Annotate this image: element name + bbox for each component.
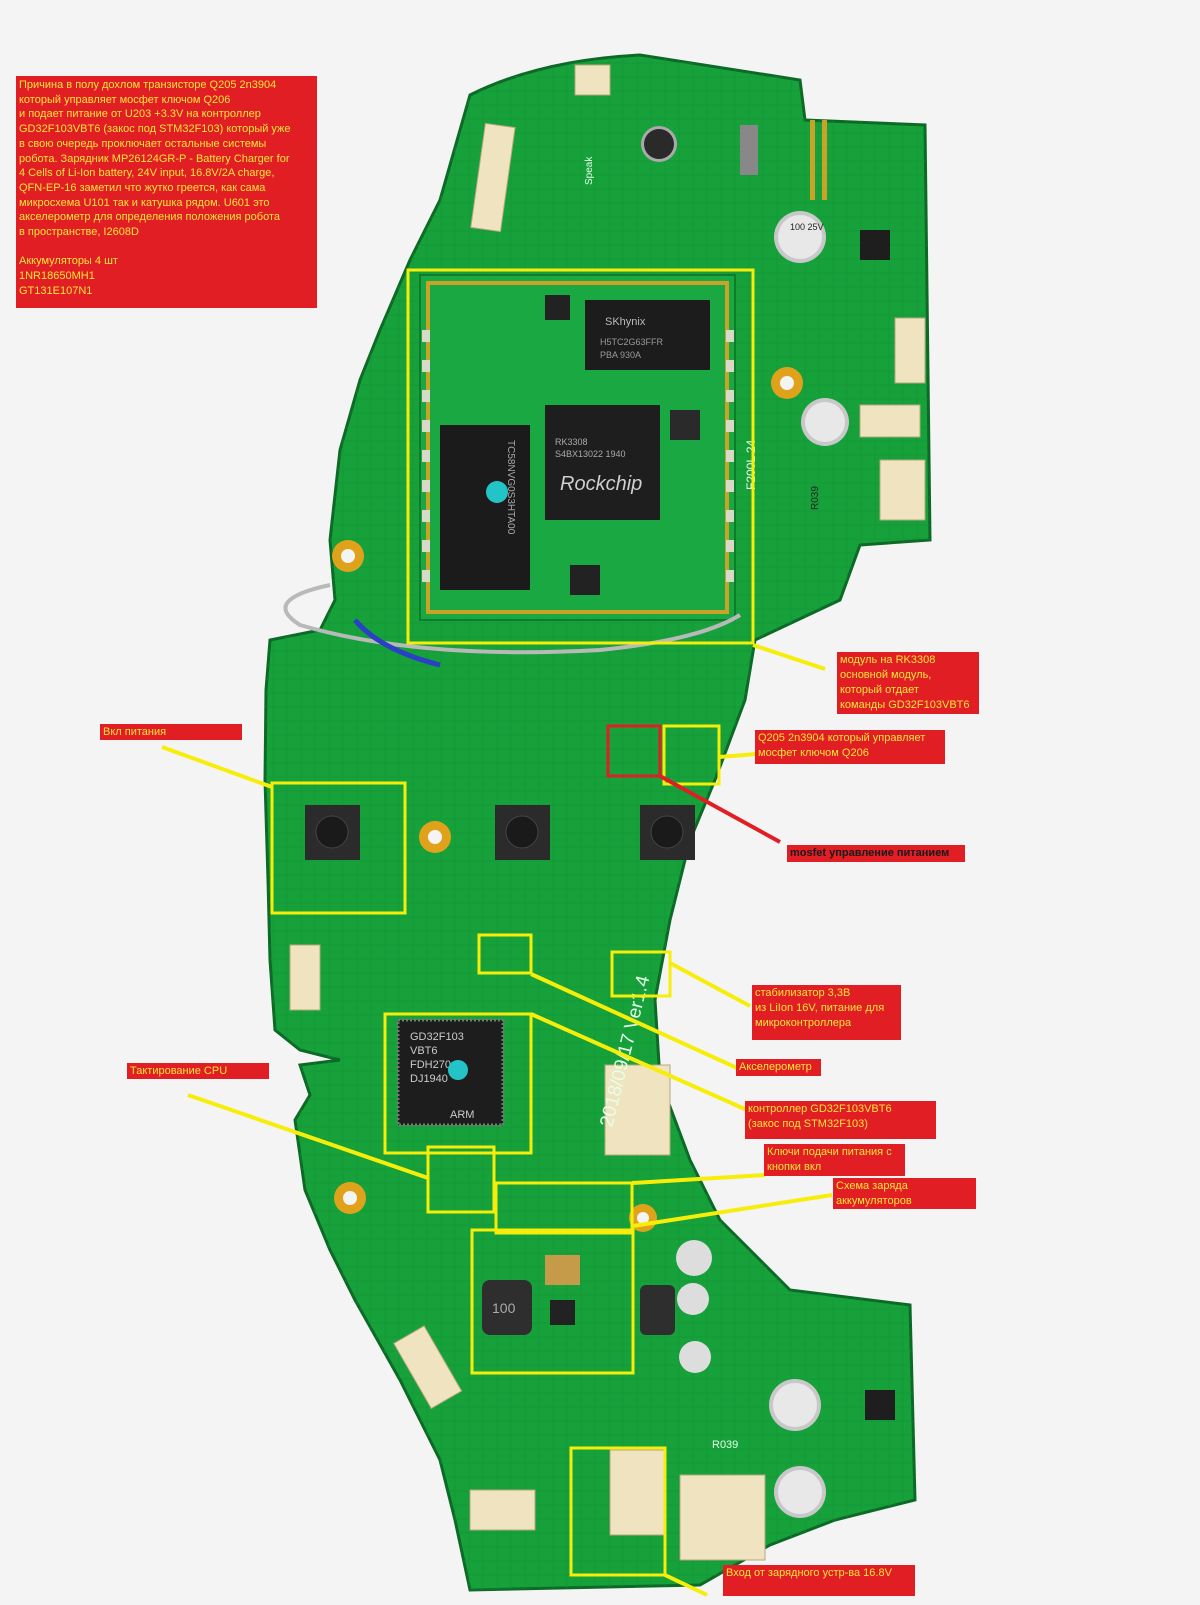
label-mosfet: mosfet управление питанием bbox=[787, 845, 965, 862]
label-charge-circuit: Схема заряда аккумуляторов bbox=[833, 1178, 976, 1209]
chip-text-line: DJ1940 bbox=[410, 1073, 448, 1085]
mcu-marking: GD32F103 VBT6 FDH2704 DJ1940 bbox=[410, 1031, 464, 1085]
chip-text-line: RK3308 bbox=[555, 437, 588, 447]
box-stabilizer bbox=[610, 950, 672, 998]
box-power-button bbox=[270, 781, 407, 915]
leader-cpu-clock bbox=[187, 1093, 429, 1180]
toshiba-label: TC58NVG0S3HTA00 bbox=[505, 440, 516, 535]
chip-text-line: FDH2704 bbox=[410, 1059, 457, 1071]
antenna-wire bbox=[283, 583, 742, 655]
chip-text-line: VBT6 bbox=[410, 1045, 438, 1057]
leader-power-on bbox=[161, 745, 273, 789]
resistor-marking: R039 bbox=[810, 486, 821, 510]
marker-dot bbox=[486, 481, 508, 503]
skhynix-brand: SKhynix bbox=[605, 316, 646, 328]
label-power-on: Вкл питания bbox=[100, 724, 242, 740]
box-cpu-clock bbox=[426, 1145, 496, 1214]
charger-inductor bbox=[482, 1280, 532, 1335]
label-stabilizer: стабилизатор 3,3В из LiIon 16V, питание … bbox=[752, 985, 901, 1040]
rockchip-soc bbox=[545, 405, 660, 520]
label-charger-input: Вход от зарядного устр-ва 16.8V bbox=[723, 1565, 915, 1596]
box-charge-circuit bbox=[470, 1228, 635, 1375]
toshiba-nand-chip bbox=[440, 425, 530, 590]
chip-text-line: S4BX13022 1940 bbox=[555, 449, 626, 459]
leader-q205 bbox=[718, 752, 758, 759]
tactile-buttons bbox=[305, 805, 695, 860]
leader-charger-input bbox=[664, 1573, 708, 1597]
box-accelerometer bbox=[477, 933, 533, 975]
box-mcu bbox=[383, 1012, 533, 1155]
leader-charge bbox=[632, 1193, 833, 1228]
label-q205: Q205 2n3904 который управляет мосфет клю… bbox=[755, 730, 945, 764]
chip-text-line: PBA 930A bbox=[600, 350, 641, 360]
leader-power-keys bbox=[631, 1173, 766, 1185]
skhynix-ram-chip bbox=[585, 300, 710, 370]
leader-rk3308 bbox=[752, 643, 826, 671]
leader-mosfet bbox=[659, 774, 781, 844]
fuse-marking: F200L 24 bbox=[744, 439, 758, 490]
capacitors bbox=[641, 126, 849, 1518]
label-rk3308: модуль на RK3308 основной модуль, которы… bbox=[837, 652, 979, 714]
inductor-marking: 100 bbox=[492, 1300, 516, 1316]
arm-marking: ARM bbox=[450, 1109, 474, 1121]
box-mosfet-q206 bbox=[606, 724, 662, 778]
box-charger-input bbox=[569, 1446, 667, 1577]
header-pins bbox=[740, 120, 827, 200]
resistor-marking-2: R039 bbox=[712, 1439, 738, 1451]
rockchip-part: RK3308 S4BX13022 1940 bbox=[555, 437, 626, 459]
chip-text-line: H5TC2G63FFR bbox=[600, 337, 664, 347]
label-cpu-clock: Тактирование CPU bbox=[127, 1063, 269, 1079]
annotation-overlays bbox=[161, 268, 833, 1597]
skhynix-part: H5TC2G63FFR PBA 930A bbox=[600, 337, 664, 360]
speaker-marking: Speak bbox=[584, 156, 595, 185]
label-accelerometer: Акселерометр bbox=[736, 1059, 821, 1076]
main-notes: Причина в полу дохлом транзисторе Q205 2… bbox=[16, 76, 317, 308]
rockchip-brand: Rockchip bbox=[560, 473, 642, 495]
cap-marking: 100 25V bbox=[790, 222, 824, 232]
label-controller: контроллер GD32F103VBT6 (закос под STM32… bbox=[745, 1101, 936, 1139]
mounting-holes bbox=[332, 367, 803, 1232]
chip-text-line: GD32F103 bbox=[410, 1031, 464, 1043]
leader-accelerometer bbox=[530, 972, 738, 1070]
connectors bbox=[289, 64, 926, 1561]
box-power-keys bbox=[494, 1181, 634, 1235]
box-rk3308 bbox=[406, 268, 755, 645]
module-pads bbox=[422, 330, 734, 582]
leader-stabilizer bbox=[669, 961, 751, 1008]
leader-mcu bbox=[530, 1012, 748, 1112]
label-power-keys: Ключи подачи питания с кнопки вкл bbox=[764, 1144, 905, 1176]
